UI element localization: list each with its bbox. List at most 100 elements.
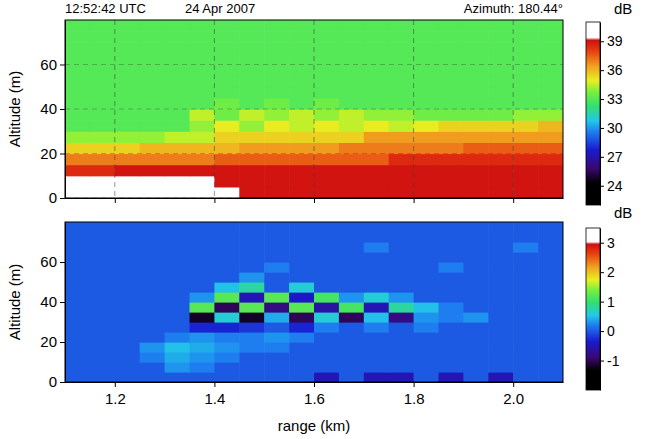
heatmap-cell (214, 242, 240, 253)
heatmap-cell (90, 165, 116, 177)
heatmap-cell (339, 31, 365, 43)
heatmap-cell (239, 232, 264, 243)
colorbar-tick-label: 0 (607, 323, 615, 339)
heatmap-cell (414, 20, 440, 32)
heatmap-cell (190, 42, 216, 54)
heatmap-cell (339, 312, 365, 323)
heatmap-cell (140, 165, 166, 177)
colorbar-tick-label: 1 (607, 294, 615, 310)
heatmap-cell (488, 20, 514, 32)
heatmap-cell (190, 109, 216, 121)
heatmap-cell (140, 252, 166, 263)
y-tick-mark (60, 154, 65, 155)
heatmap-cell (239, 362, 264, 373)
heatmap-cell (214, 232, 240, 243)
plot-frame (65, 20, 563, 198)
heatmap-cell (488, 322, 514, 333)
heatmap-cell (439, 20, 465, 32)
heatmap-cell (488, 42, 514, 54)
heatmap-cell (90, 131, 116, 143)
annotation: 12:52:42 UTC (65, 1, 146, 16)
heatmap-cell (364, 53, 390, 65)
heatmap-cell (239, 154, 264, 166)
heatmap-cell (140, 176, 166, 188)
heatmap-cell (289, 222, 315, 233)
heatmap-cell (165, 262, 191, 273)
heatmap-cell (165, 31, 191, 43)
colorbar-tick: 1 (600, 294, 615, 310)
heatmap-cell (190, 76, 216, 88)
x-tick: 2.0 (503, 382, 524, 407)
heatmap-cell (389, 312, 415, 323)
heatmap-cell (488, 292, 514, 303)
heatmap-cell (463, 76, 489, 88)
heatmap-cell (439, 252, 465, 263)
heatmap-cell (214, 272, 240, 283)
heatmap-cell (190, 272, 216, 283)
heatmap-cell (65, 262, 91, 273)
heatmap-cell (513, 76, 539, 88)
heatmap-cell (90, 76, 116, 88)
heatmap-cell (538, 65, 563, 77)
heatmap-cell (165, 342, 191, 353)
heatmap-cell (513, 142, 539, 154)
x-tick-mark (414, 198, 415, 203)
heatmap-cell (414, 131, 440, 143)
heatmap-cell (214, 222, 240, 233)
y-tick-mark (60, 109, 65, 110)
heatmap-cell (488, 342, 514, 353)
x-tick-mark (314, 382, 315, 387)
heatmap-cell (463, 252, 489, 263)
heatmap-cell (165, 282, 191, 293)
heatmap-cell (190, 262, 216, 273)
heatmap-cell (488, 272, 514, 283)
x-tick-mark (115, 198, 116, 203)
heatmap-cell (140, 372, 166, 382)
heatmap-cell (463, 362, 489, 373)
colorbar-tick-label: 36 (607, 62, 623, 78)
heatmap-cell (314, 120, 340, 132)
heatmap-cell (115, 332, 141, 343)
heatmap-cell (513, 322, 539, 333)
heatmap-cell (463, 142, 489, 154)
colorbar-tick: 39 (600, 33, 623, 49)
figure: 0204060Altitude (m)12:52:42 UTC24 Apr 20… (0, 0, 656, 439)
x-axis: 1.21.41.61.82.0 (66, 382, 564, 407)
heatmap-cell (538, 42, 563, 54)
heatmap-cell (190, 65, 216, 77)
heatmap-cell (314, 31, 340, 43)
heatmap-cell (513, 154, 539, 166)
heatmap-cell (488, 332, 514, 343)
colorbar-tick-label: 2 (607, 264, 615, 280)
y-tick: 60 (40, 56, 65, 73)
heatmap-cell (264, 53, 290, 65)
heatmap-cell (190, 252, 216, 263)
heatmap-cell (339, 242, 365, 253)
heatmap-cell (115, 342, 141, 353)
heatmap-cell (140, 53, 166, 65)
heatmap-cell (289, 109, 315, 121)
heatmap-cell (289, 272, 315, 283)
heatmap-cell (439, 154, 465, 166)
heatmap-cell (289, 312, 315, 323)
heatmap-cell (439, 322, 465, 333)
heatmap-cell (65, 42, 91, 54)
heatmap-cell (289, 292, 315, 303)
x-tick-mark (513, 382, 514, 387)
heatmap-cell (190, 352, 216, 363)
heatmap-cell (264, 222, 290, 233)
heatmap-cell (364, 372, 390, 382)
annotation: Azimuth: 180.44° (464, 1, 563, 16)
heatmap-cell (488, 187, 514, 198)
heatmap-cell (463, 176, 489, 188)
heatmap-cell (239, 242, 264, 253)
heatmap-cell (289, 31, 315, 43)
heatmap-cell (339, 142, 365, 154)
heatmap-cell (165, 252, 191, 263)
heatmap-cell (140, 262, 166, 273)
heatmap-cell (389, 165, 415, 177)
annotation: 24 Apr 2007 (185, 1, 255, 16)
heatmap-cell (140, 109, 166, 121)
heatmap-cell (538, 76, 563, 88)
heatmap-cell (289, 131, 315, 143)
